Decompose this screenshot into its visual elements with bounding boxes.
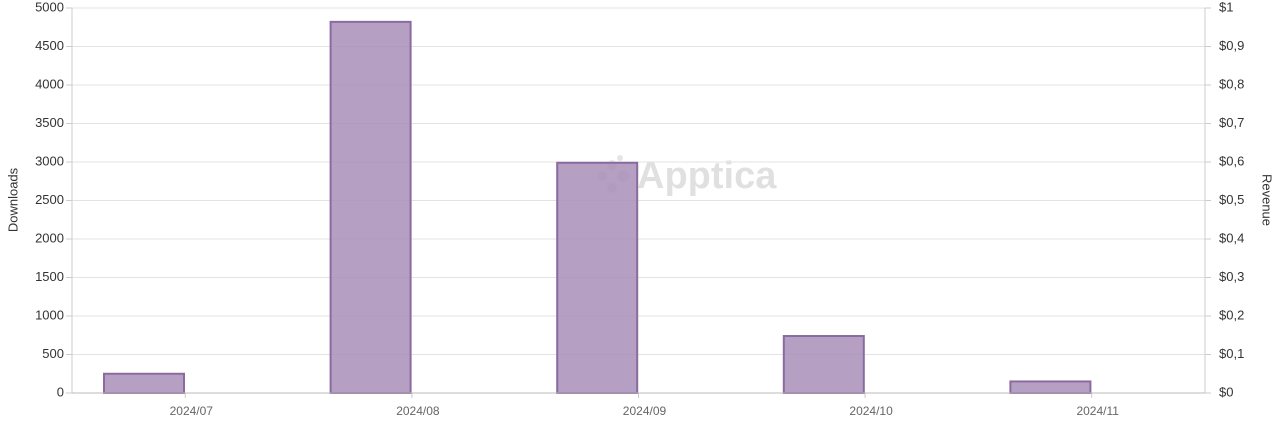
y-tick-label: 3000 — [35, 153, 64, 168]
y-tick-label: 0 — [57, 384, 64, 399]
y2-tick-label: $0,6 — [1219, 153, 1244, 168]
bar — [556, 161, 639, 394]
bar — [329, 20, 412, 395]
y-tick-label: 4000 — [35, 76, 64, 91]
x-tick-label: 2024/09 — [623, 404, 667, 418]
y2-axis-title: Revenue — [1260, 174, 1275, 226]
watermark: Apptica — [637, 155, 777, 197]
y-tick-label: 500 — [42, 346, 64, 361]
y2-tick-label: $1 — [1219, 0, 1233, 14]
y2-tick-label: $0,7 — [1219, 115, 1244, 130]
y2-tick-label: $0,9 — [1219, 38, 1244, 53]
x-tick-label: 2024/07 — [170, 404, 214, 418]
y-tick-label: 1500 — [35, 269, 64, 284]
y-tick-label: 1000 — [35, 307, 64, 322]
x-tick-label: 2024/08 — [396, 404, 440, 418]
y-tick-label: 4500 — [35, 38, 64, 53]
bar — [1009, 380, 1092, 395]
y2-tick-label: $0,3 — [1219, 269, 1244, 284]
y2-tick-label: $0 — [1219, 384, 1233, 399]
bar — [103, 372, 185, 394]
x-tick-label: 2024/11 — [1076, 404, 1119, 418]
y-axis-title: Downloads — [5, 167, 20, 232]
y-tick-label: 5000 — [35, 0, 64, 14]
y2-tick-label: $0,5 — [1219, 192, 1244, 207]
y-tick-label: 2500 — [35, 192, 64, 207]
bar — [782, 335, 865, 394]
y2-tick-label: $0,8 — [1219, 76, 1244, 91]
x-tick-label: 2024/10 — [849, 404, 893, 418]
y-tick-label: 2000 — [35, 230, 64, 245]
y2-tick-label: $0,4 — [1219, 230, 1244, 245]
y2-tick-label: $0,1 — [1219, 346, 1244, 361]
y-tick-label: 3500 — [35, 115, 64, 130]
y2-tick-label: $0,2 — [1219, 307, 1244, 322]
